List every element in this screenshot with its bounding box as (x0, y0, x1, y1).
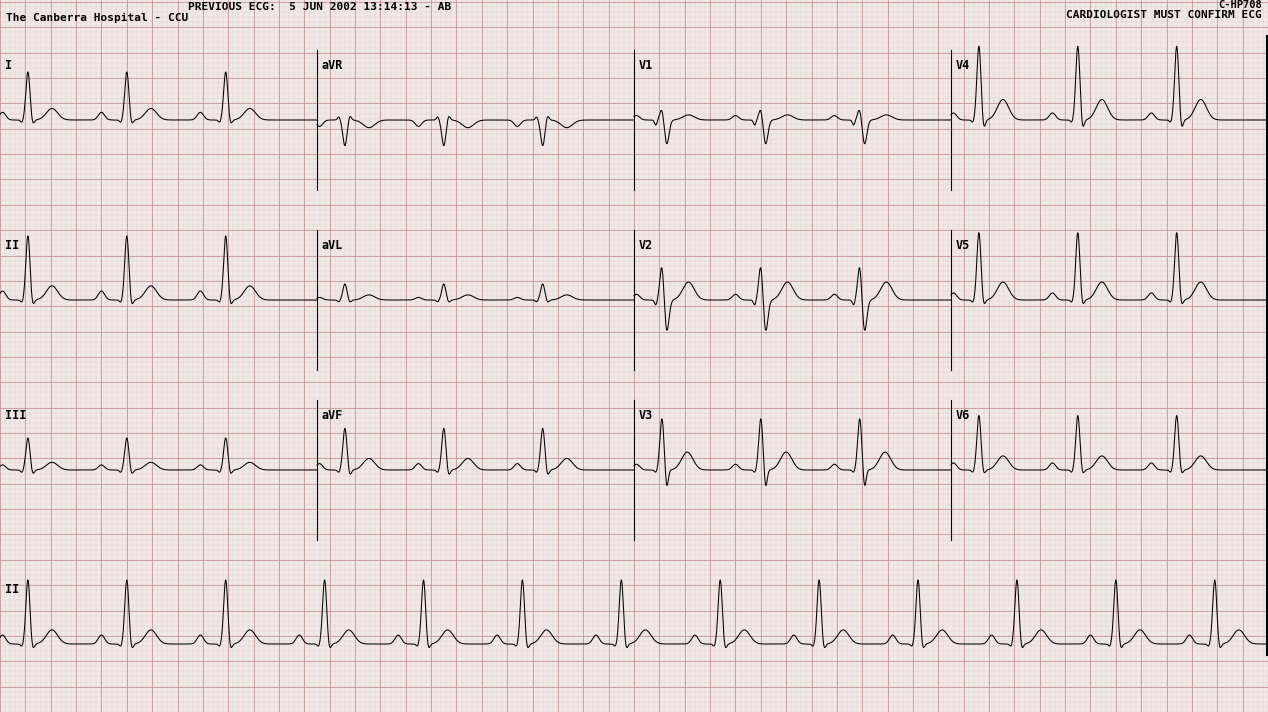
Text: V3: V3 (639, 409, 653, 422)
Text: III: III (5, 409, 27, 422)
Text: aVR: aVR (322, 59, 344, 72)
Text: I: I (5, 59, 13, 72)
Text: CARDIOLOGIST MUST CONFIRM ECG: CARDIOLOGIST MUST CONFIRM ECG (1066, 10, 1262, 20)
Text: aVL: aVL (322, 239, 344, 252)
Text: PREVIOUS ECG:  5 JUN 2002 13:14:13 - AB: PREVIOUS ECG: 5 JUN 2002 13:14:13 - AB (189, 2, 451, 12)
Text: aVF: aVF (322, 409, 344, 422)
Text: C-HP708: C-HP708 (1219, 0, 1262, 10)
Text: V2: V2 (639, 239, 653, 252)
Text: II: II (5, 239, 19, 252)
Text: V6: V6 (956, 409, 970, 422)
Text: V1: V1 (639, 59, 653, 72)
Text: The Canberra Hospital - CCU: The Canberra Hospital - CCU (6, 13, 188, 23)
Text: V4: V4 (956, 59, 970, 72)
Text: II: II (5, 583, 19, 596)
Text: V5: V5 (956, 239, 970, 252)
